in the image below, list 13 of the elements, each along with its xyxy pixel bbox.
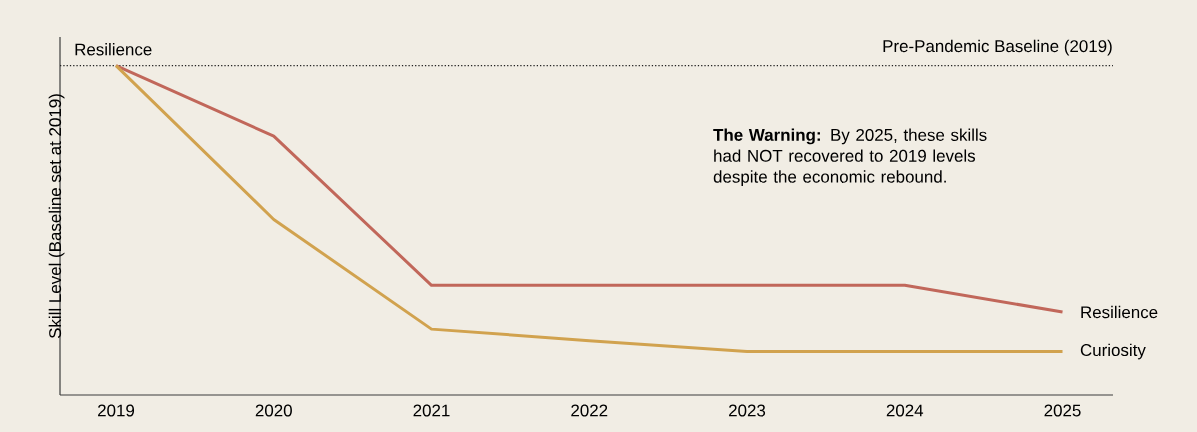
x-tick-label: 2022 [571, 404, 608, 417]
series-label: Resilience [1081, 305, 1158, 319]
x-tick-label: 2021 [413, 404, 450, 417]
annotation: The Warning: By 2025, these skills had NOT recovered to 2019 levels despite the economic rebound. [713, 128, 987, 187]
x-tick-label: 2023 [729, 404, 766, 417]
x-tick-label: 2024 [886, 404, 924, 417]
text: Resilience [75, 43, 152, 56]
series-label: Curiosity [1080, 343, 1146, 360]
x-tick-label: 2020 [255, 404, 292, 417]
y-axis-title: Skill Level (Baseline set at 2019) [48, 94, 65, 339]
x-tick-label: 2025 [1044, 404, 1081, 417]
ref-line-label: Pre-Pandemic Baseline (2019) [883, 39, 1112, 56]
x-tick-label: 2019 [98, 404, 135, 417]
